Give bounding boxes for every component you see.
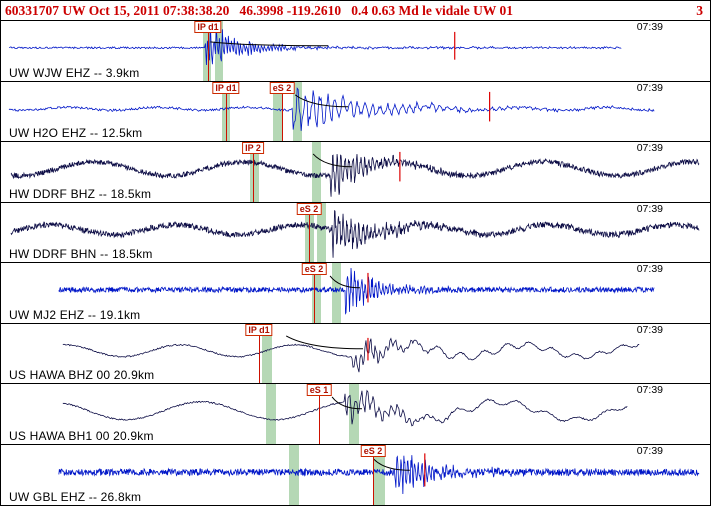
station-label: HW DDRF BHZ -- 18.5km — [9, 186, 152, 201]
pick-uncertainty-band — [312, 263, 321, 323]
pick-phase-label[interactable]: IP 2 — [242, 142, 264, 154]
coda-decay-curve — [210, 41, 329, 47]
coda-decay-curve — [285, 334, 363, 349]
station-label: UW GBL EHZ -- 26.8km — [9, 490, 142, 504]
trace-polyline — [8, 86, 655, 131]
station-label: US HAWA BH1 00 20.9km — [9, 428, 154, 443]
trace-polyline — [58, 268, 655, 315]
pick-time-line[interactable] — [309, 212, 310, 262]
trace-row: UW GBL EHZ -- 26.8km 07:39 eS 2 — [1, 444, 710, 506]
pick-phase-label[interactable]: eS 2 — [296, 202, 322, 215]
pick-uncertainty-band — [312, 142, 321, 202]
trace-row: UW WJW EHZ -- 3.9km 07:39 IP d1 — [1, 21, 710, 82]
coda-decay-curve — [329, 275, 360, 289]
waveform[interactable] — [1, 82, 710, 142]
trace-row: UW MJ2 EHZ -- 19.1km 07:39 eS 2 — [1, 263, 710, 324]
coda-decay-curve — [294, 93, 349, 107]
pick-time-line[interactable] — [373, 454, 374, 505]
trace-polyline — [8, 24, 622, 65]
station-label: UW MJ2 EHZ -- 19.1km — [9, 307, 141, 322]
pick-uncertainty-band — [289, 444, 299, 505]
event-flag-count: 3 — [696, 2, 703, 18]
pick-phase-label[interactable]: IP d1 — [212, 81, 240, 94]
station-label: UW WJW EHZ -- 3.9km — [9, 65, 140, 80]
time-label: 07:39 — [636, 323, 663, 336]
station-label: HW DDRF BHN -- 18.5km — [9, 247, 153, 261]
time-label: 07:39 — [636, 444, 663, 457]
time-label: 07:39 — [636, 263, 663, 275]
pick-phase-label[interactable]: eS 2 — [360, 444, 386, 457]
pick-uncertainty-band — [349, 384, 359, 444]
pick-uncertainty-band — [266, 384, 276, 444]
pick-phase-label[interactable]: eS 2 — [269, 81, 295, 94]
coda-decay-curve — [312, 153, 353, 168]
trace-polyline — [62, 389, 628, 427]
pick-time-line[interactable] — [259, 333, 260, 383]
time-label: 07:39 — [636, 81, 663, 94]
event-summary-text: 60331707 UW Oct 15, 2011 07:38:38.20 46.… — [5, 2, 513, 18]
pick-uncertainty-band — [317, 202, 326, 262]
time-label: 07:39 — [636, 202, 663, 215]
coda-decay-curve — [331, 396, 362, 410]
trace-list: UW WJW EHZ -- 3.9km 07:39 IP d1 UW H2O E… — [1, 21, 710, 505]
pick-uncertainty-band — [262, 323, 272, 383]
pick-uncertainty-band — [250, 142, 259, 202]
trace-polyline — [10, 154, 700, 197]
waveform[interactable] — [1, 324, 710, 384]
waveform[interactable] — [1, 384, 710, 444]
waveform[interactable] — [1, 263, 710, 323]
trace-row: HW DDRF BHN -- 18.5km 07:39 eS 2 — [1, 202, 710, 263]
pick-time-line[interactable] — [282, 91, 283, 141]
trace-polyline — [62, 336, 640, 372]
pick-uncertainty-band — [273, 81, 282, 141]
waveform[interactable] — [1, 21, 710, 81]
pick-phase-label[interactable]: IP d1 — [194, 21, 222, 33]
pick-time-line[interactable] — [253, 152, 254, 202]
waveform[interactable] — [1, 445, 710, 506]
pick-time-line[interactable] — [319, 394, 320, 444]
pick-time-line[interactable] — [208, 31, 209, 81]
trace-polyline — [58, 454, 700, 494]
pick-phase-label[interactable]: IP d1 — [245, 323, 273, 336]
trace-polyline — [10, 209, 700, 258]
station-label: UW H2O EHZ -- 12.5km — [9, 126, 143, 140]
station-label: US HAWA BHZ 00 20.9km — [9, 368, 155, 382]
time-label: 07:39 — [636, 21, 663, 33]
pick-uncertainty-band — [373, 444, 385, 505]
pick-uncertainty-band — [332, 263, 341, 323]
pick-phase-label[interactable]: eS 2 — [301, 263, 327, 275]
event-header: 60331707 UW Oct 15, 2011 07:38:38.20 46.… — [1, 1, 710, 21]
time-label: 07:39 — [636, 384, 663, 396]
trace-row: US HAWA BH1 00 20.9km 07:39 eS 1 — [1, 384, 710, 445]
waveform[interactable] — [1, 142, 710, 202]
pick-uncertainty-band — [293, 81, 302, 141]
pick-phase-label[interactable]: eS 1 — [306, 384, 332, 396]
trace-row: US HAWA BHZ 00 20.9km 07:39 IP d1 — [1, 323, 710, 384]
coda-decay-curve — [373, 458, 410, 471]
trace-row: UW H2O EHZ -- 12.5km 07:39 IP d1 eS 2 — [1, 81, 710, 142]
waveform[interactable] — [1, 203, 710, 263]
time-label: 07:39 — [636, 142, 663, 154]
trace-row: HW DDRF BHZ -- 18.5km 07:39 IP 2 — [1, 142, 710, 203]
pick-time-line[interactable] — [226, 91, 227, 141]
pick-time-line[interactable] — [314, 273, 315, 323]
